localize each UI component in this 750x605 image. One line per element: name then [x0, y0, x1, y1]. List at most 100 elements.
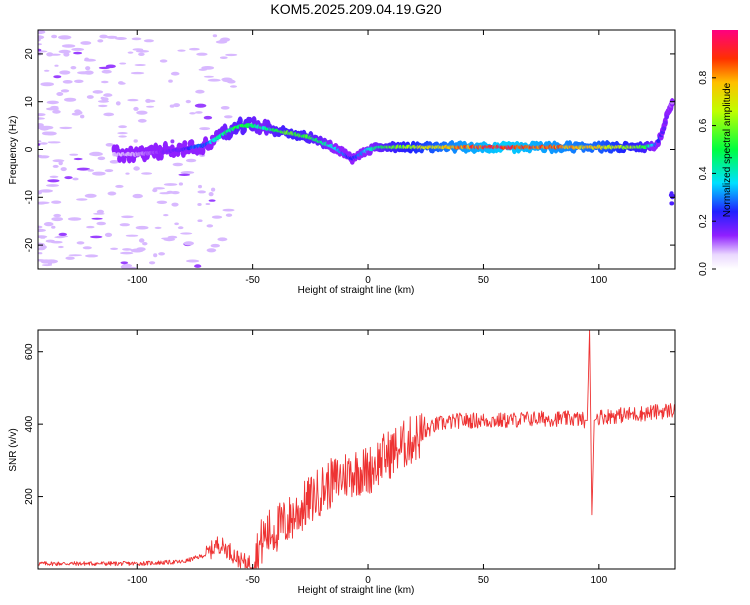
- spectrogram-edge-patch: [670, 201, 675, 206]
- spectrogram-noise-blob: [211, 187, 216, 192]
- spectrogram-noise-blob: [46, 100, 59, 105]
- spectrogram-xtick-label: 0: [365, 275, 371, 286]
- spectrogram-noise-blob: [89, 151, 103, 157]
- snr-ytick-label: 600: [24, 343, 35, 360]
- spectrogram-noise-blob: [58, 160, 63, 166]
- spectrogram-noise-blob: [172, 162, 183, 167]
- spectrogram-noise-blob: [186, 259, 200, 263]
- spectrogram-noise-blob: [177, 226, 184, 230]
- colorbar-tick-label: 0.8: [698, 70, 709, 84]
- spectrogram-noise-blob: [161, 237, 172, 240]
- spectrogram-noise-blob: [203, 115, 213, 120]
- spectrogram-noise-blob: [163, 214, 169, 217]
- spectrogram-noise-blob: [143, 39, 154, 43]
- spectrogram-noise-blob: [39, 125, 54, 130]
- spectrogram-ridge-halo: [189, 139, 195, 147]
- spectrogram-noise-blob: [38, 140, 42, 143]
- spectrogram-noise-blob: [174, 222, 179, 226]
- spectrogram-noise-blob: [230, 85, 237, 88]
- colorbar-tick-label: 0.4: [698, 166, 709, 180]
- snr-ytick-label: 400: [24, 415, 35, 432]
- spectrogram-noise-blob: [134, 64, 146, 66]
- spectrogram-noise-blob: [101, 97, 109, 101]
- spectrogram-ridge-core: [664, 114, 669, 120]
- spectrogram-noise-blob: [38, 235, 48, 239]
- spectrogram-noise-blob: [51, 217, 64, 222]
- spectrogram-noise-blob: [45, 239, 55, 243]
- spectrogram-noise-blob: [52, 159, 65, 163]
- colorbar-ticks: 0.0 0.2 0.4 0.6 0.8: [698, 70, 716, 276]
- spectrogram-noise-blob: [51, 200, 62, 204]
- snr-xtick-label: 100: [590, 575, 607, 586]
- spectrogram-noise-blob: [52, 109, 61, 114]
- spectrogram-noise-blob: [38, 113, 46, 117]
- spectrogram-noise-blob: [68, 254, 83, 257]
- spectrogram-noise-blob: [119, 223, 130, 227]
- spectrogram-noise-blob: [67, 217, 82, 221]
- spectrogram-noise-blob: [135, 225, 149, 230]
- spectrogram-noise-blob: [101, 69, 112, 74]
- figure-title: KOM5.2025.209.04.19.G20: [270, 1, 441, 17]
- spectrogram-noise-blob: [211, 215, 223, 219]
- spectrogram-noise-blob: [196, 52, 208, 56]
- spectrogram-noise-blob: [198, 68, 207, 71]
- spectrogram-noise-blob: [224, 115, 233, 119]
- spectrogram-xtick-label: 50: [478, 275, 490, 286]
- spectrogram-noise-blob: [39, 142, 48, 145]
- spectrogram-noise-blob: [122, 248, 132, 251]
- spectrogram-noise-blob: [84, 193, 97, 198]
- spectrogram-noise-blob: [145, 98, 152, 103]
- spectrogram-noise-blob: [118, 135, 127, 138]
- spectrogram-noise-blob: [121, 215, 134, 219]
- spectrogram-noise-blob: [60, 167, 67, 172]
- spectrogram-noise-blob: [58, 232, 67, 236]
- spectrogram-noise-blob: [197, 203, 202, 206]
- spectrogram-noise-blob: [51, 34, 58, 39]
- spectrogram-noise-blob: [118, 125, 127, 129]
- spectrogram-ytick-label: 0: [24, 146, 35, 152]
- spectrogram-noise-blob: [49, 53, 61, 56]
- spectrogram-noise-blob: [136, 110, 148, 115]
- spectrogram-noise-blob: [131, 37, 142, 41]
- spectrogram-noise-blob: [46, 184, 59, 187]
- spectrogram-noise-blob: [43, 69, 50, 72]
- spectrogram-noise-blob: [38, 35, 45, 40]
- spectrogram-noise-blob: [97, 39, 104, 43]
- colorbar-tick-label: 0.0: [698, 262, 709, 276]
- spectrogram-noise-blob: [130, 71, 145, 75]
- spectrogram-noise-blob: [103, 93, 113, 97]
- spectrogram-noise-blob: [137, 118, 147, 123]
- spectrogram-noise-blob: [40, 245, 47, 250]
- spectrogram-ytick-label: -10: [24, 190, 35, 205]
- spectrogram-noise-blob: [64, 97, 77, 102]
- spectrogram-ridge-halo: [247, 116, 253, 124]
- spectrogram-noise-blob: [105, 143, 114, 147]
- spectrogram-noise-blob: [197, 219, 203, 222]
- spectrogram-noise-blob: [97, 156, 106, 161]
- spectrogram-noise-blob: [195, 111, 203, 114]
- spectrogram-noise-blob: [189, 112, 196, 115]
- spectrogram-noise-blob: [180, 171, 195, 174]
- spectrogram-noise-blob: [82, 246, 92, 250]
- spectrogram-noise-blob: [133, 166, 140, 171]
- snr-xtick-label: 50: [478, 575, 490, 586]
- spectrogram-noise-blob: [73, 51, 83, 55]
- spectrogram-noise-blob: [138, 238, 145, 243]
- spectrogram-noise-blob: [43, 222, 54, 227]
- spectrogram-xtick-label: -50: [245, 275, 260, 286]
- colorbar-tick-label: 0.2: [698, 214, 709, 228]
- spectrogram-noise-blob: [73, 157, 83, 161]
- spectrogram-noise-blob: [217, 237, 228, 242]
- spectrogram-noise-blob: [189, 47, 200, 51]
- spectrogram-noise-blob: [208, 192, 214, 197]
- spectrogram-noise-blob: [69, 153, 79, 156]
- spectrogram-noise-blob: [38, 190, 43, 195]
- snr-xtick-label: -50: [245, 575, 260, 586]
- spectrogram-noise-blob: [120, 251, 134, 255]
- spectrogram-noise-blob: [107, 191, 117, 196]
- spectrogram-noise-blob: [76, 110, 83, 115]
- spectrogram-noise-blob: [64, 176, 73, 180]
- spectrogram-noise-blob: [96, 221, 106, 226]
